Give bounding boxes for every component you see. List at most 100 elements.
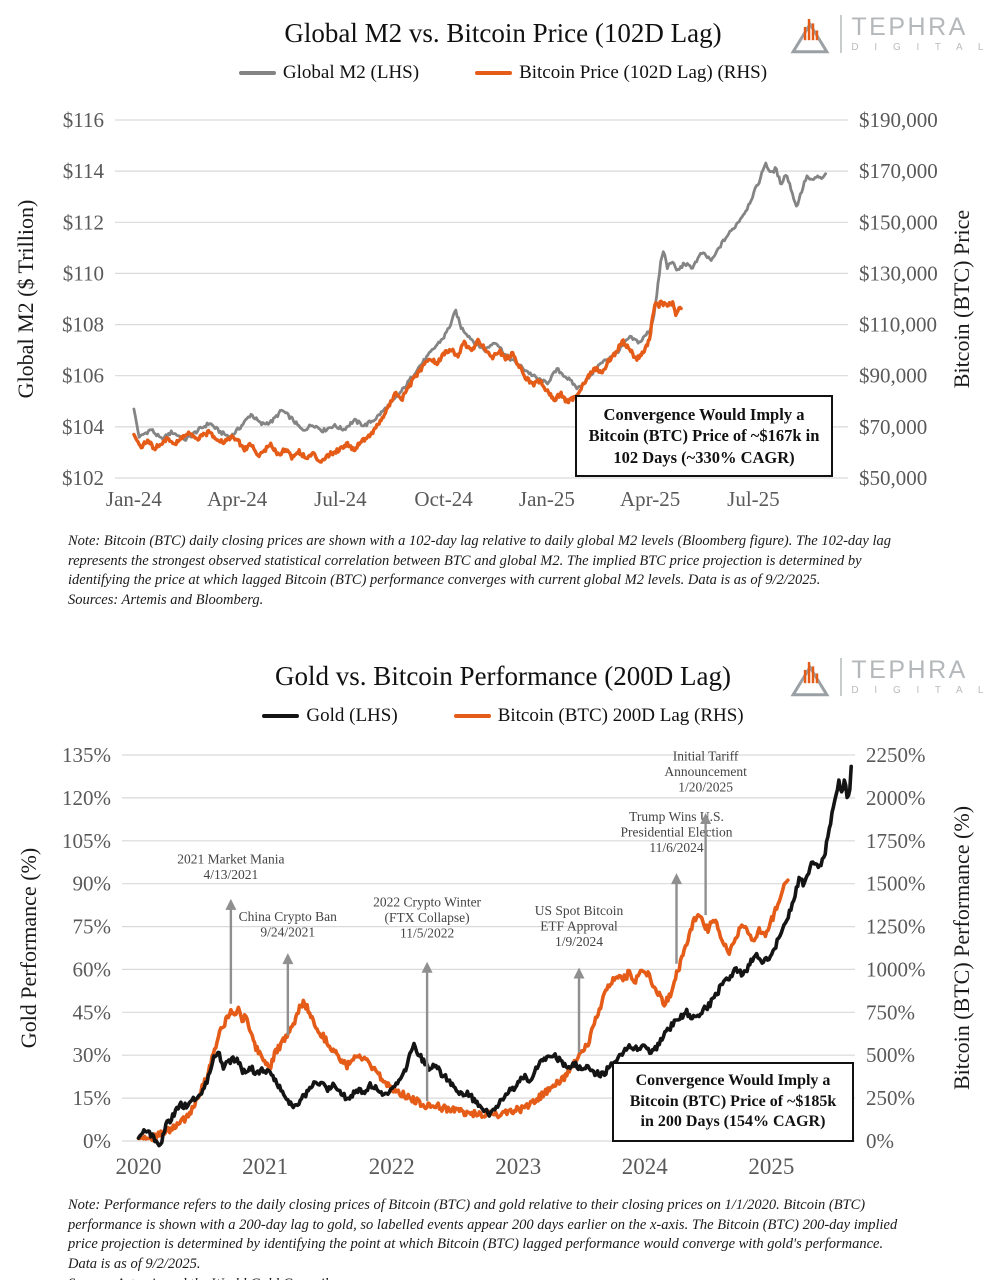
tephra-logo-text: TEPHRA D I G I T A L [840, 15, 990, 53]
y-left-tick-label: 45% [73, 1000, 112, 1024]
y-left-tick-label: $102 [62, 466, 104, 490]
x-tick-label: 2025 [748, 1154, 794, 1179]
series-line-lhs [132, 161, 827, 442]
y-right-tick-label: 2250% [866, 743, 926, 767]
event-label: (FTX Collapse) [385, 910, 470, 925]
y-left-tick-label: $112 [63, 210, 104, 234]
chart1-note: Note: Bitcoin (BTC) daily closing prices… [68, 533, 892, 609]
y-left-tick-label: 120% [62, 786, 111, 810]
y-right-tick-label: $90,000 [859, 364, 927, 388]
y-right-tick-label: $110,000 [859, 313, 937, 337]
y-left-tick-label: $114 [63, 159, 105, 183]
event-arrow-head [282, 953, 294, 965]
chart1-header: Global M2 vs. Bitcoin Price (102D Lag) T… [0, 0, 1006, 54]
y-left-tick-label: 135% [62, 743, 111, 767]
x-tick-label: Jan-24 [106, 487, 162, 511]
event-label: 11/6/2024 [649, 840, 704, 855]
convergence-callout-1: Convergence Would Imply a Bitcoin (BTC) … [575, 395, 833, 478]
x-tick-label: 2022 [369, 1154, 415, 1179]
y-right-tick-label: 250% [866, 1086, 915, 1110]
event-arrow-head [421, 961, 433, 973]
event-label: 11/5/2022 [400, 925, 454, 940]
y-right-tick-label: 1250% [866, 914, 926, 938]
event-arrow-head [700, 812, 712, 824]
m2-btc-chart-block: Global M2 vs. Bitcoin Price (102D Lag) T… [0, 0, 1006, 611]
y-left-tick-label: $116 [63, 108, 104, 132]
y-right-tick-label: $70,000 [859, 415, 927, 439]
tephra-logo: TEPHRA D I G I T A L [787, 12, 990, 56]
x-tick-label: Jan-25 [519, 487, 575, 511]
event-arrow-head [573, 967, 585, 979]
chart2-legend: Gold (LHS) Bitcoin (BTC) 200D Lag (RHS) [0, 703, 1006, 729]
event-label: Presidential Election [620, 824, 732, 839]
x-tick-label: Jul-24 [314, 487, 367, 511]
chart1-title: Global M2 vs. Bitcoin Price (102D Lag) [284, 18, 722, 48]
event-label: ETF Approval [540, 918, 618, 933]
chart2-header: Gold vs. Bitcoin Performance (200D Lag) … [0, 643, 1006, 697]
event-label: 2021 Market Mania [177, 852, 284, 867]
chart2-canvas: 135% 120% 105% 90% 75% 60% 45% 30% 15% 0% 2250% 200… [0, 742, 1006, 1186]
y-left-tick-label: 30% [73, 1043, 112, 1067]
series-line-lhs [136, 764, 853, 1148]
x-tick-label: Oct-24 [414, 487, 473, 511]
y-left-axis-title: Gold Performance (%) [16, 848, 41, 1048]
legend-item: Gold (LHS) [262, 704, 398, 727]
event-label: Initial Tariff [673, 749, 739, 764]
brand-subtitle: D I G I T A L [851, 684, 990, 696]
y-right-tick-label: $190,000 [859, 108, 938, 132]
x-tick-label: Apr-25 [620, 487, 680, 511]
event-label: 1/20/2025 [678, 780, 733, 795]
y-right-axis-title: Bitcoin (BTC) Price [949, 210, 974, 388]
event-label: 2022 Crypto Winter [373, 894, 481, 909]
convergence-callout-2: Convergence Would Imply a Bitcoin (BTC) … [612, 1061, 854, 1143]
event-label: 9/24/2021 [260, 924, 315, 939]
event-label: 4/13/2021 [204, 867, 259, 882]
legend-label: Global M2 (LHS) [282, 62, 420, 83]
legend-swatch [453, 713, 491, 718]
tephra-logo-icon [790, 661, 830, 697]
y-right-tick-label: $50,000 [859, 466, 927, 490]
event-label: Trump Wins U.S. [629, 809, 724, 824]
gold-btc-chart: 135% 120% 105% 90% 75% 60% 45% 30% 15% 0% 2250% 200… [16, 743, 974, 1179]
event-annotation: Trump Wins U.S.Presidential Election11/6… [620, 809, 733, 964]
legend-label: Gold (LHS) [306, 704, 398, 726]
y-right-tick-label: 1000% [866, 957, 926, 981]
y-right-tick-label: $130,000 [859, 261, 938, 285]
y-right-tick-label: 500% [866, 1043, 915, 1067]
chart1-legend: Global M2 (LHS) Bitcoin Price (102D Lag) … [0, 60, 1006, 86]
y-right-tick-label: 0% [866, 1129, 894, 1153]
y-left-tick-label: $110 [63, 261, 104, 285]
event-arrow-head [670, 872, 682, 884]
tephra-logo-text: TEPHRA D I G I T A L [840, 655, 990, 696]
axis-ticks: $116 $114 $112 $110 $108 $106 $104 $102 $190,000… [62, 108, 938, 511]
y-left-tick-label: 75% [73, 914, 112, 938]
event-label: China Crypto Ban [239, 909, 337, 924]
legend-swatch [475, 71, 513, 75]
brand-name: TEPHRA [851, 655, 968, 684]
legend-swatch [238, 71, 276, 75]
y-right-tick-label: $150,000 [859, 210, 938, 234]
y-right-axis-title: Bitcoin (BTC) Performance (%) [949, 806, 974, 1090]
y-right-tick-label: $170,000 [859, 159, 938, 183]
y-right-tick-label: 1500% [866, 872, 926, 896]
event-annotation: 2022 Crypto Winter(FTX Collapse)11/5/202… [373, 894, 482, 1101]
y-left-tick-label: 60% [73, 957, 112, 981]
y-left-tick-label: $106 [62, 364, 104, 388]
event-label: 1/9/2024 [555, 934, 603, 949]
y-left-tick-label: 0% [83, 1129, 111, 1153]
brand-name: TEPHRA [851, 13, 968, 41]
x-tick-label: 2024 [622, 1154, 669, 1179]
series-line-rhs [132, 299, 683, 464]
y-left-tick-label: $104 [62, 415, 105, 439]
gold-btc-chart-block: Gold vs. Bitcoin Performance (200D Lag) … [0, 643, 1006, 1280]
y-right-tick-label: 750% [866, 1000, 915, 1024]
y-right-tick-label: 2000% [866, 786, 926, 810]
legend-item: Bitcoin (BTC) 200D Lag (RHS) [453, 705, 744, 727]
y-left-axis-title: Global M2 ($ Trillion) [13, 200, 38, 399]
chart1-canvas: $116 $114 $112 $110 $108 $106 $104 $102 $190,000… [0, 108, 1006, 516]
m2-btc-chart: $116 $114 $112 $110 $108 $106 $104 $102 $190,000… [13, 108, 974, 511]
chart2-note: Note: Performance refers to the daily cl… [68, 1196, 898, 1280]
